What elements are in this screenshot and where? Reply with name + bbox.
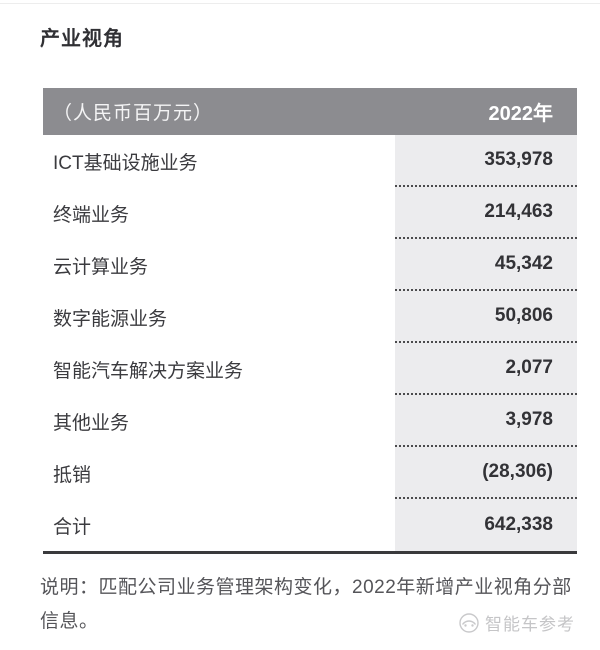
page-title: 产业视角: [40, 28, 124, 50]
table-header-row: （人民币百万元） 2022年: [43, 88, 577, 135]
row-label: 终端业务: [53, 204, 130, 226]
segment-revenue-table: （人民币百万元） 2022年 ICT基础设施业务 353,978 终端业务 21…: [43, 88, 577, 554]
row-value: 642,338: [395, 499, 577, 551]
table-row: 抵销 (28,306): [43, 447, 577, 499]
car-logo-icon: [458, 612, 480, 634]
top-divider: [0, 3, 600, 4]
row-label: ICT基础设施业务: [53, 152, 198, 174]
watermark: 智能车参考: [458, 610, 575, 635]
row-value: 214,463: [395, 187, 577, 239]
row-label: 其他业务: [53, 412, 130, 434]
table-row: 终端业务 214,463: [43, 187, 577, 239]
row-label: 数字能源业务: [53, 308, 168, 330]
row-label: 合计: [53, 516, 92, 538]
row-value: 3,978: [395, 395, 577, 447]
table-row: 智能汽车解决方案业务 2,077: [43, 343, 577, 395]
row-label: 抵销: [53, 464, 92, 486]
row-value: 50,806: [395, 291, 577, 343]
table-row-total: 合计 642,338: [43, 499, 577, 551]
table-row: 其他业务 3,978: [43, 395, 577, 447]
table-row: 数字能源业务 50,806: [43, 291, 577, 343]
row-value: (28,306): [395, 447, 577, 499]
watermark-label: 智能车参考: [485, 615, 575, 634]
row-value: 45,342: [395, 239, 577, 291]
row-value: 353,978: [395, 135, 577, 187]
row-label: 智能汽车解决方案业务: [53, 360, 244, 382]
row-label: 云计算业务: [53, 256, 149, 278]
table-row: 云计算业务 45,342: [43, 239, 577, 291]
table-row: ICT基础设施业务 353,978: [43, 135, 577, 187]
footnote: 说明：匹配公司业务管理架构变化，2022年新增产业视角分部信息。: [40, 577, 572, 632]
unit-header: （人民币百万元）: [53, 103, 214, 124]
row-value: 2,077: [395, 343, 577, 395]
year-header: 2022年: [488, 103, 554, 125]
